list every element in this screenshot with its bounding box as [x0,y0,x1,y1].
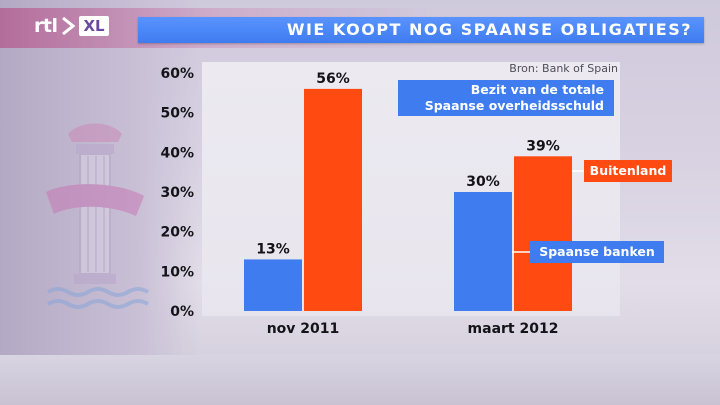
bar-1-1 [514,156,572,311]
page-title: WIE KOOPT NOG SPAANSE OBLIGATIES? [286,20,692,39]
source-note: Bron: Bank of Spain [509,62,618,75]
chart-subtitle-box: Bezit van de totale Spaanse overheidssch… [398,80,614,116]
y-tick-label: 60% [160,66,194,82]
logo-badge: XL [79,16,109,36]
bar-value-label: 13% [256,241,290,257]
y-axis: 0% 10% 20% 30% 40% 50% 60% [160,66,194,320]
chart-subtitle-line2: Spaanse overheidsschuld [424,98,604,113]
value-labels: 13% 56% 30% 39% [256,71,560,258]
y-tick-label: 10% [160,264,194,280]
bar-value-label: 30% [466,174,500,190]
series-label-buitenland: Buitenland [584,160,672,182]
chart-subtitle-line1: Bezit van de totale [470,82,604,97]
y-tick-label: 40% [160,145,194,161]
logo-text: rtl [34,15,58,37]
x-category-label: nov 2011 [267,321,340,337]
bar-value-label: 56% [316,71,350,87]
title-bar: WIE KOOPT NOG SPAANSE OBLIGATIES? [138,17,704,43]
y-tick-label: 0% [170,304,194,320]
logo-mark-icon [62,17,76,35]
bar-value-label: 39% [526,138,560,154]
x-axis: nov 2011 maart 2012 [267,321,559,337]
y-tick-label: 50% [160,106,194,122]
pillar-emblem-icon [46,123,150,309]
channel-logo: rtl XL [34,13,109,39]
y-tick-label: 20% [160,225,194,241]
series-label-spaanse-banken: Spaanse banken [530,241,664,263]
bar-1-0 [304,88,362,311]
x-category-label: maart 2012 [468,321,559,337]
bar-0-0 [244,259,302,311]
bars [244,88,572,311]
background-footer-band [0,355,720,405]
y-tick-label: 30% [160,185,194,201]
bar-0-1 [454,192,512,311]
